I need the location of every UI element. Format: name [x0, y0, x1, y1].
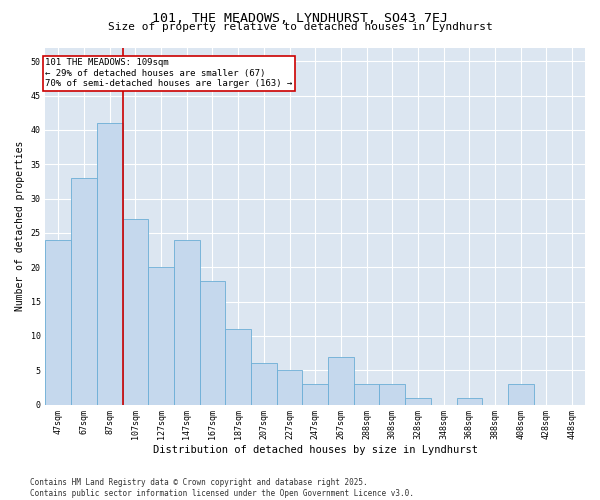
Bar: [405, 398, 431, 404]
Bar: [148, 267, 174, 404]
Bar: [46, 240, 71, 404]
Bar: [508, 384, 533, 404]
Bar: [71, 178, 97, 404]
Text: Size of property relative to detached houses in Lyndhurst: Size of property relative to detached ho…: [107, 22, 493, 32]
Text: Contains HM Land Registry data © Crown copyright and database right 2025.
Contai: Contains HM Land Registry data © Crown c…: [30, 478, 414, 498]
Bar: [174, 240, 200, 404]
Bar: [328, 356, 354, 405]
Bar: [379, 384, 405, 404]
Bar: [277, 370, 302, 404]
Text: 101, THE MEADOWS, LYNDHURST, SO43 7EJ: 101, THE MEADOWS, LYNDHURST, SO43 7EJ: [152, 12, 448, 26]
Bar: [225, 329, 251, 404]
Bar: [97, 123, 122, 404]
Bar: [122, 219, 148, 404]
Y-axis label: Number of detached properties: Number of detached properties: [15, 141, 25, 311]
Bar: [200, 281, 225, 404]
Bar: [251, 364, 277, 405]
X-axis label: Distribution of detached houses by size in Lyndhurst: Distribution of detached houses by size …: [153, 445, 478, 455]
Bar: [354, 384, 379, 404]
Bar: [457, 398, 482, 404]
Text: 101 THE MEADOWS: 109sqm
← 29% of detached houses are smaller (67)
70% of semi-de: 101 THE MEADOWS: 109sqm ← 29% of detache…: [46, 58, 293, 88]
Bar: [302, 384, 328, 404]
